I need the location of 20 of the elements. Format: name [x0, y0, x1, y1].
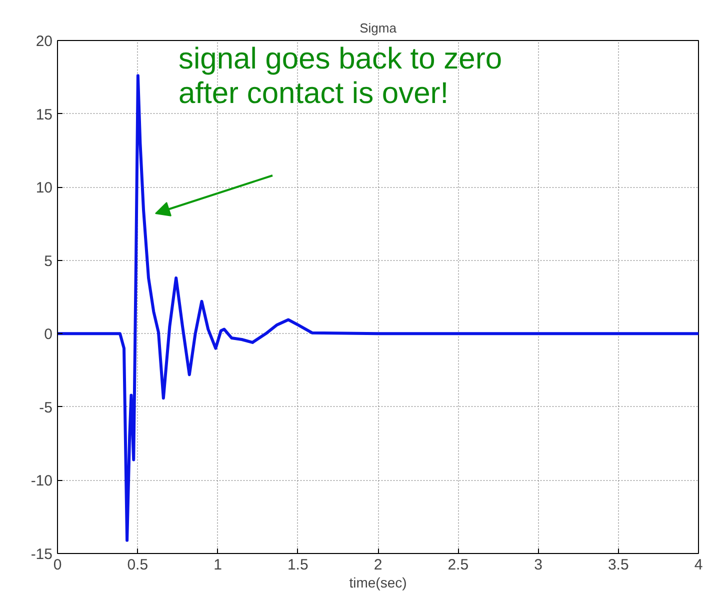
- x-tick-label: 3: [534, 556, 542, 574]
- x-tick-label: 1: [214, 556, 222, 574]
- x-axis-title: time(sec): [349, 574, 407, 590]
- x-tick-label: 0.5: [127, 556, 148, 574]
- y-tick-label: 10: [36, 180, 53, 197]
- annotation: signal goes back to zero after contact is over!: [178, 42, 502, 110]
- y-tick-label: -10: [30, 472, 53, 490]
- x-tick-label: 1.5: [287, 556, 308, 574]
- y-tick-label: 0: [44, 326, 52, 344]
- x-tick-label: 2.5: [448, 556, 469, 574]
- y-tick-label: 5: [44, 252, 52, 270]
- y-tick-label: 15: [36, 106, 53, 124]
- chart-title: Sigma: [360, 20, 398, 36]
- x-tick-label: 4: [694, 556, 703, 574]
- x-tick-label: 3.5: [608, 556, 629, 574]
- y-tick-label: -5: [39, 399, 53, 416]
- y-tick-label: 20: [36, 33, 53, 50]
- y-tick-label: -15: [30, 546, 53, 563]
- line-series: [58, 74, 698, 542]
- x-tick-label: 2: [374, 556, 382, 574]
